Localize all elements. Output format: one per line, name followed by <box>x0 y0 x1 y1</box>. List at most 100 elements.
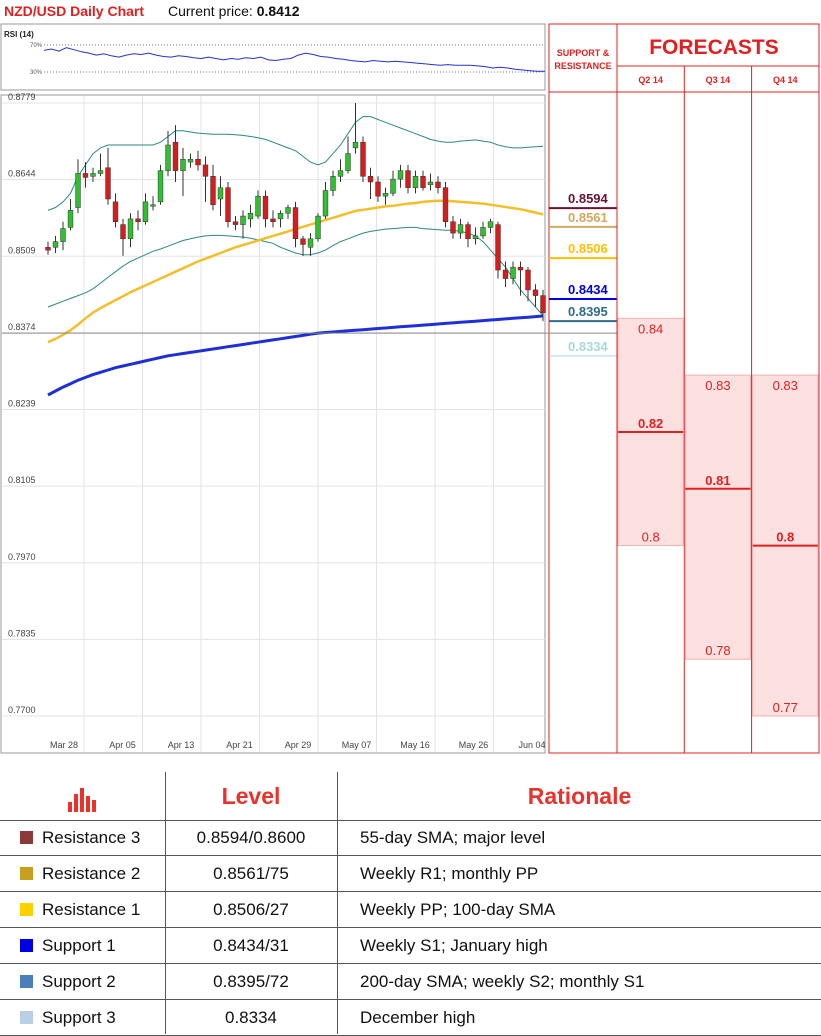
level-label: 0.8594 <box>568 191 609 206</box>
candle-body <box>457 224 464 234</box>
forecast-high-label: 0.83 <box>705 378 730 393</box>
candle-body <box>217 187 224 200</box>
row-color-swatch <box>20 867 33 880</box>
candle-body <box>150 204 156 207</box>
candle-body <box>330 176 336 191</box>
bollinger-upper-line <box>47 116 544 211</box>
candle-body <box>142 201 149 222</box>
x-tick-label: Mar 28 <box>50 740 78 750</box>
candle-body <box>472 235 479 240</box>
candle-body <box>270 218 276 222</box>
table-header-row: Level Rationale <box>0 772 821 821</box>
candle-body <box>525 269 531 291</box>
row-rationale: Weekly PP; 100-day SMA <box>360 900 556 919</box>
row-name-text: Resistance 2 <box>42 864 141 883</box>
candle-body <box>127 218 134 240</box>
candle-body <box>300 238 306 245</box>
candle-body <box>232 221 239 225</box>
row-rationale: Weekly R1; monthly PP <box>360 864 539 883</box>
forecast-mid-label: 0.82 <box>638 416 663 431</box>
candle-body <box>427 181 434 186</box>
row-level: 0.8395/72 <box>213 972 289 991</box>
bar-chart-icon <box>66 786 100 812</box>
candle-body <box>487 221 494 228</box>
candle-body <box>450 221 456 234</box>
forecast-column-header: Q4 14 <box>773 75 798 85</box>
candle-body <box>532 289 539 296</box>
forecast-low-label: 0.78 <box>705 643 730 658</box>
candle-body <box>82 173 89 178</box>
row-name-text: Resistance 1 <box>42 900 141 919</box>
candle-body <box>277 212 284 220</box>
table-divider-1 <box>165 772 166 1034</box>
candle-body <box>60 228 66 242</box>
candle-body <box>180 158 186 171</box>
levels-panel-title-1: SUPPORT & <box>557 48 610 58</box>
candle-body <box>112 201 119 222</box>
candle-body <box>502 269 509 279</box>
rsi-label: RSI (14) <box>4 30 34 39</box>
candle-body <box>262 195 269 220</box>
row-name: Support 1 <box>20 928 160 963</box>
current-price-value: 0.8412 <box>257 3 300 19</box>
candle-body <box>412 176 419 188</box>
rsi-line <box>43 47 545 72</box>
forecast-mid-label: 0.8 <box>776 530 794 545</box>
row-rationale: December high <box>360 1008 476 1027</box>
candle-body <box>195 158 201 166</box>
row-name: Resistance 3 <box>20 820 160 855</box>
table-row: Support 2 0.8395/72 200-day SMA; weekly S2… <box>0 964 821 1000</box>
level-label: 0.8334 <box>568 339 609 354</box>
candle-body <box>120 224 126 240</box>
x-tick-label: Apr 29 <box>285 740 312 750</box>
table-row: Support 3 0.8334 December high <box>0 1000 821 1036</box>
forecast-low-label: 0.77 <box>773 700 798 715</box>
candle-body <box>292 207 299 240</box>
candle-body <box>375 181 381 197</box>
table-row: Resistance 1 0.8506/27 Weekly PP; 100-day … <box>0 892 821 928</box>
candle-body <box>90 173 96 177</box>
row-rationale: 55-day SMA; major level <box>360 828 546 847</box>
candle-body <box>360 141 366 177</box>
row-name-text: Resistance 3 <box>42 828 141 847</box>
row-name: Resistance 2 <box>20 856 160 891</box>
row-color-swatch <box>20 975 33 988</box>
candle-body <box>105 167 111 200</box>
y-tick-label: 0.8374 <box>8 322 36 332</box>
y-tick-label: 0.8779 <box>8 92 36 102</box>
forecast-column-header: Q2 14 <box>638 75 663 85</box>
y-tick-label: 0.8644 <box>8 169 36 179</box>
candle-body <box>75 173 81 208</box>
forecast-low-label: 0.8 <box>642 530 660 545</box>
candle-body <box>45 247 51 251</box>
row-name: Support 3 <box>20 1000 160 1035</box>
y-tick-label: 0.7970 <box>8 552 36 562</box>
candle-body <box>202 164 209 177</box>
level-label: 0.8506 <box>568 241 608 256</box>
x-tick-label: Apr 13 <box>168 740 195 750</box>
table-row: Support 1 0.8434/31 Weekly S1; January hig… <box>0 928 821 964</box>
y-tick-label: 0.7835 <box>8 628 36 638</box>
candle-body <box>480 227 486 237</box>
table-row: Resistance 2 0.8561/75 Weekly R1; monthly … <box>0 856 821 892</box>
x-tick-label: Apr 05 <box>109 740 136 750</box>
candle-body <box>225 187 231 222</box>
x-tick-label: Apr 21 <box>226 740 253 750</box>
candle-body <box>172 141 179 171</box>
row-level: 0.8434/31 <box>213 936 289 955</box>
chart-title: NZD/USD Daily Chart <box>4 3 144 19</box>
row-level: 0.8334 <box>225 1008 277 1027</box>
candle-body <box>210 176 216 205</box>
row-color-swatch <box>20 903 33 916</box>
candle-body <box>67 210 74 228</box>
candle-body <box>307 238 314 248</box>
row-rationale: Weekly S1; January high <box>360 936 548 955</box>
forecasts-title: FORECASTS <box>649 36 779 59</box>
row-name-text: Support 2 <box>42 972 116 991</box>
candle-body <box>337 170 344 177</box>
forecast-range-box <box>684 374 752 660</box>
row-name: Resistance 1 <box>20 892 160 927</box>
candle-body <box>285 207 291 214</box>
candle-body <box>517 266 524 271</box>
levels-panel <box>548 23 618 754</box>
